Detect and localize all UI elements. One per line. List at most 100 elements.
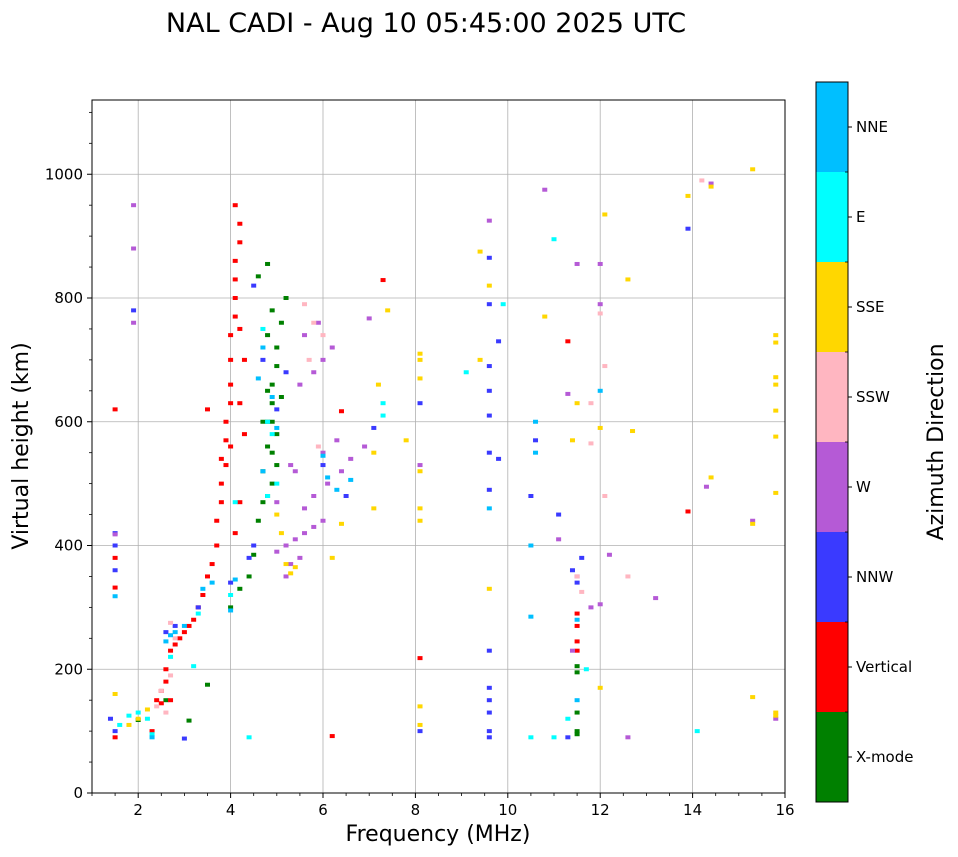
- echo-nnw: [486, 388, 492, 393]
- echo-w: [311, 494, 317, 498]
- colorbar-segment: [816, 442, 848, 532]
- echo-sse: [602, 212, 608, 217]
- echo-vertical: [329, 734, 335, 739]
- echo-x-mode: [274, 364, 280, 369]
- echo-sse: [708, 184, 714, 189]
- echo-x-mode: [237, 586, 243, 591]
- echo-w: [362, 444, 368, 449]
- echo-w: [597, 302, 603, 307]
- echo-nne: [533, 450, 539, 455]
- echo-nnw: [486, 364, 492, 369]
- echo-nne: [574, 698, 580, 703]
- echo-ssw: [579, 589, 585, 594]
- x-tick-label: 10: [498, 801, 517, 819]
- echo-vertical: [237, 500, 243, 505]
- echo-sse: [625, 277, 631, 282]
- y-tick-label: 400: [54, 537, 83, 555]
- echo-nnw: [131, 308, 137, 313]
- echo-sse: [417, 357, 423, 362]
- echo-nnw: [172, 623, 178, 628]
- echo-vertical: [223, 419, 229, 424]
- echo-vertical: [218, 481, 224, 486]
- echo-sse: [773, 434, 779, 439]
- echo-sse: [486, 586, 492, 591]
- echo-nne: [168, 633, 174, 638]
- echo-vertical: [209, 562, 215, 567]
- echo-ssw: [625, 574, 631, 579]
- echo-vertical: [237, 221, 243, 226]
- echo-nne: [260, 345, 266, 350]
- y-tick-label: 200: [54, 660, 83, 678]
- echo-vertical: [112, 585, 118, 590]
- echo-x-mode: [255, 518, 261, 523]
- echo-x-mode: [186, 718, 192, 723]
- echo-vertical: [685, 509, 691, 514]
- echo-nne: [334, 487, 340, 492]
- echo-w: [366, 316, 372, 321]
- echo-x-mode: [269, 450, 275, 455]
- echo-vertical: [232, 531, 238, 536]
- colorbar-frame: [815, 81, 849, 803]
- azimuth-colorbar: X-mode Vertical NNW W SSW SSE E NNE: [815, 81, 913, 803]
- data-marks: [107, 167, 779, 741]
- echo-sse: [135, 716, 141, 721]
- echo-vertical: [232, 314, 238, 319]
- echo-e: [583, 667, 589, 672]
- echo-nne: [209, 580, 215, 585]
- echo-vertical: [228, 382, 234, 387]
- echo-vertical: [237, 401, 243, 406]
- echo-nnw: [283, 370, 289, 375]
- echo-w: [574, 261, 580, 266]
- colorbar-label-sse: SSE: [856, 298, 885, 316]
- echo-ssw: [158, 688, 164, 693]
- echo-e: [274, 481, 280, 486]
- echo-ssw: [588, 401, 594, 406]
- echo-nnw: [486, 710, 492, 715]
- echo-nne: [255, 376, 261, 381]
- echo-w: [315, 320, 321, 325]
- echo-sse: [750, 167, 756, 172]
- echo-sse: [329, 555, 335, 560]
- echo-vertical: [228, 357, 234, 362]
- echo-e: [694, 729, 700, 734]
- echo-vertical: [380, 278, 386, 283]
- echo-w: [283, 574, 289, 579]
- echo-x-mode: [269, 308, 275, 313]
- echo-w: [625, 735, 631, 740]
- echo-vertical: [228, 333, 234, 338]
- echo-vertical: [218, 500, 224, 505]
- echo-x-mode: [163, 698, 169, 703]
- echo-vertical: [214, 543, 220, 548]
- echo-x-mode: [278, 320, 284, 325]
- echo-sse: [385, 308, 391, 313]
- colorbar-segment: [816, 532, 848, 622]
- echo-sse: [750, 521, 756, 526]
- x-axis-label: Frequency (MHz): [346, 822, 531, 847]
- echo-w: [292, 537, 298, 542]
- y-tick-label: 600: [54, 413, 83, 431]
- echo-nnw: [246, 555, 252, 560]
- echo-vertical: [574, 611, 580, 616]
- echo-e: [551, 735, 557, 740]
- y-tick-label: 800: [54, 289, 83, 307]
- echo-nnw: [528, 494, 534, 498]
- echo-x-mode: [205, 682, 210, 687]
- echo-nnw: [320, 463, 326, 468]
- echo-nnw: [486, 735, 492, 740]
- echo-x-mode: [278, 395, 284, 399]
- echo-nnw: [417, 401, 423, 406]
- echo-nne: [200, 586, 206, 591]
- echo-vertical: [232, 203, 238, 208]
- echo-e: [528, 735, 534, 740]
- echo-vertical: [241, 357, 247, 362]
- echo-nnw: [107, 716, 113, 721]
- echo-nne: [274, 425, 280, 430]
- echo-x-mode: [274, 345, 280, 350]
- echo-e: [265, 494, 271, 498]
- echo-nnw: [181, 736, 187, 741]
- echo-x-mode: [265, 333, 271, 338]
- echo-x-mode: [269, 401, 275, 406]
- echo-nnw: [274, 407, 280, 412]
- echo-sse: [283, 562, 289, 567]
